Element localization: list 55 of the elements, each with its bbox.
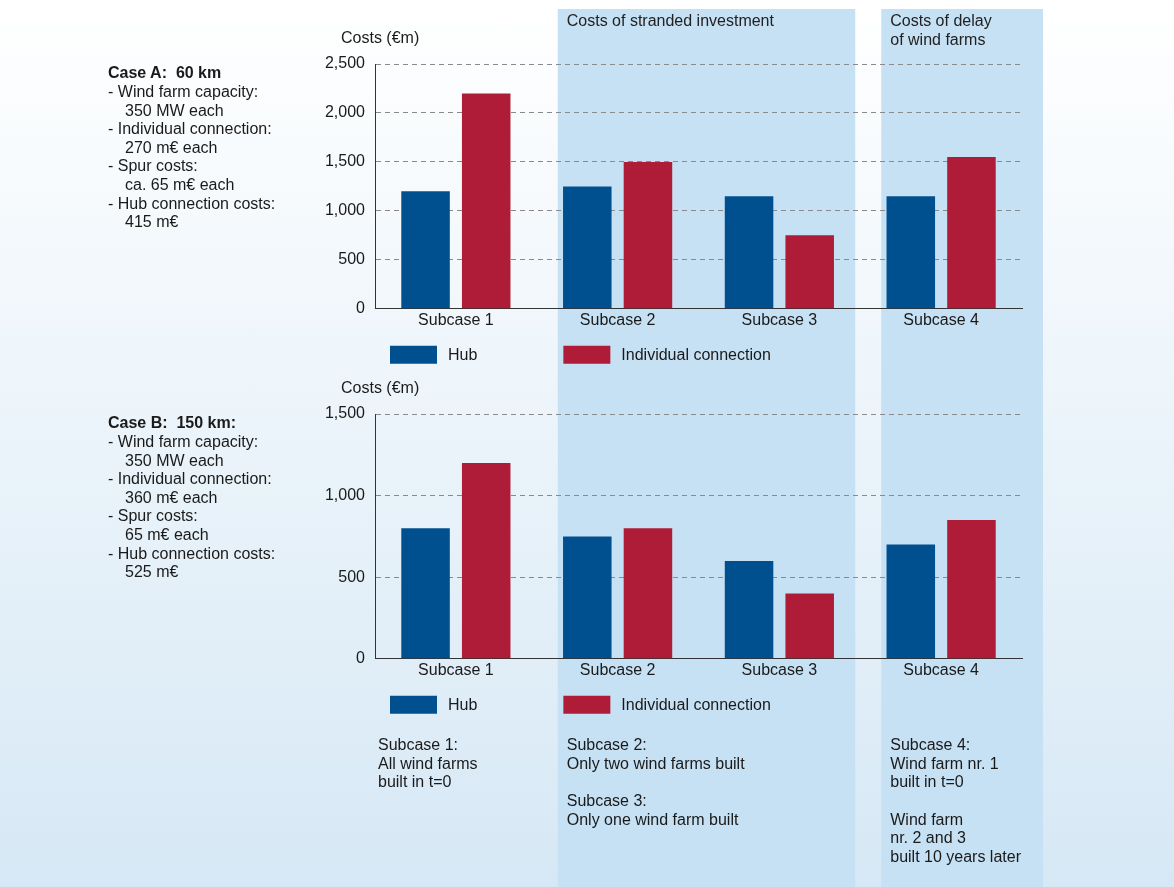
bar — [724, 196, 774, 309]
text: - Individual connection: 360 m€ each — [108, 470, 272, 506]
x-tick-label: Subcase 2 — [579, 310, 656, 328]
text: Case B: 150 km: — [108, 414, 237, 432]
x-tick-label: Subcase 1 — [418, 310, 494, 328]
bar — [563, 536, 612, 659]
y-axis-title: Costs (€m) — [341, 379, 420, 397]
band-label: Costs of stranded investment — [566, 12, 775, 30]
bar — [623, 528, 673, 659]
x-tick-label: Subcase 4 — [903, 660, 980, 678]
x-tick-label: Subcase 2 — [579, 660, 656, 678]
band-label: Costs of delay of wind farms — [890, 12, 992, 49]
bar — [886, 196, 936, 309]
bar — [461, 93, 511, 309]
bar — [401, 191, 450, 309]
y-tick-label: 0 — [356, 299, 366, 317]
bar — [724, 560, 774, 659]
text: - Individual connection: 270 m€ each — [108, 120, 272, 156]
y-tick-label: 2,000 — [324, 103, 366, 121]
text: - Spur costs: 65 m€ each — [108, 507, 209, 544]
legend-label: Hub — [448, 346, 478, 364]
text: - Hub connection costs: 415 m€ — [108, 194, 276, 231]
text: - Hub connection costs: 525 m€ — [108, 544, 276, 581]
y-tick-label: 1,500 — [324, 152, 366, 170]
y-tick-label: 500 — [338, 250, 366, 268]
y-tick-label: 2,500 — [324, 54, 366, 72]
text: Case A: 60 km — [108, 64, 222, 82]
text: - Wind farm capacity: 350 MW each — [108, 83, 259, 119]
text: Subcase 1: All wind farms built in t=0 — [378, 736, 478, 791]
legend-label: Individual connection — [621, 346, 771, 364]
bar — [401, 528, 450, 659]
bar — [563, 186, 612, 309]
text: Subcase 2: Only two wind farms built Subcase 3: Only one wind farm built — [566, 736, 745, 828]
y-tick-label: 0 — [356, 649, 366, 667]
y-tick-label: 500 — [338, 567, 366, 585]
y-axis-title: Costs (€m) — [341, 29, 420, 47]
x-tick-label: Subcase 3 — [741, 310, 818, 328]
bar — [785, 593, 834, 659]
bar — [461, 462, 511, 659]
legend-label: Individual connection — [621, 696, 771, 714]
x-tick-label: Subcase 4 — [903, 310, 980, 328]
bar — [947, 157, 996, 309]
text: - Spur costs: ca. 65 m€ each — [108, 157, 235, 194]
y-tick-label: 1,500 — [324, 404, 366, 422]
x-tick-label: Subcase 3 — [741, 660, 818, 678]
bar — [623, 161, 673, 309]
bar — [886, 544, 936, 659]
text: Subcase 4: Wind farm nr. 1 built in t=0 Wind farm nr. 2 and 3 built 10 years later — [890, 736, 1021, 865]
legend-label: Hub — [448, 696, 478, 714]
x-tick-label: Subcase 1 — [418, 660, 494, 678]
y-tick-label: 1,000 — [324, 201, 366, 219]
bar — [947, 520, 996, 659]
text: - Wind farm capacity: 350 MW each — [108, 433, 259, 469]
bar — [785, 235, 834, 309]
y-tick-label: 1,000 — [324, 486, 366, 504]
